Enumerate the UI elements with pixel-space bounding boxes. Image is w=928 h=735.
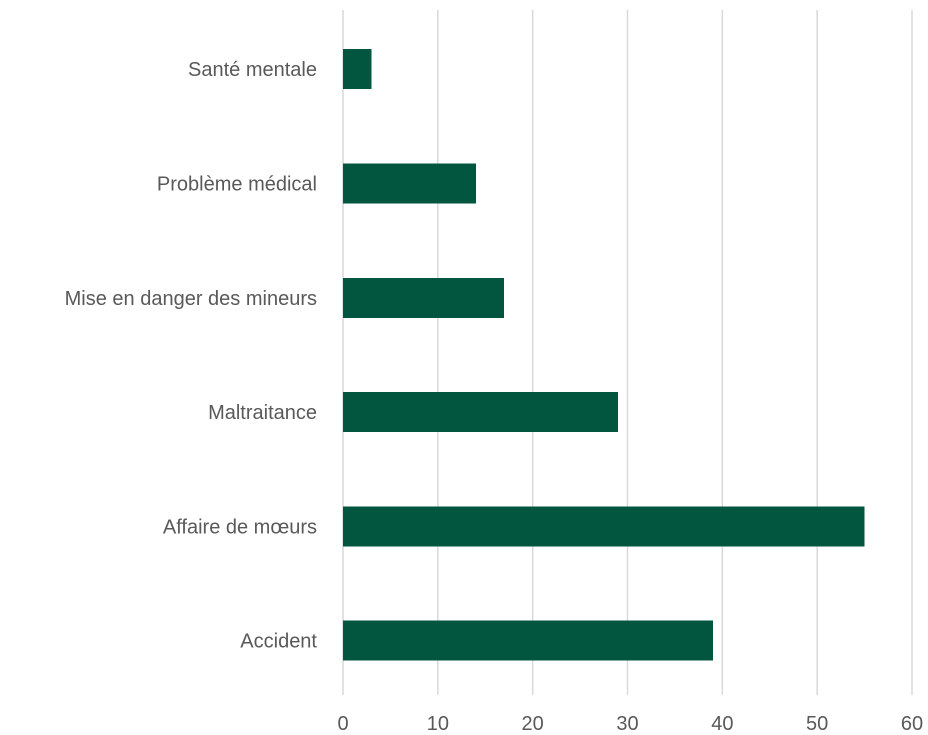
bar-3 xyxy=(343,392,619,433)
x-tick-label-30: 30 xyxy=(616,713,638,735)
x-tick-label-10: 10 xyxy=(427,713,449,735)
bar-5 xyxy=(343,620,713,661)
x-axis-tick-labels: 0 10 20 30 40 50 60 xyxy=(337,713,923,735)
x-tick-label-0: 0 xyxy=(337,713,348,735)
category-labels: Santé mentale Problème médical Mise en dan… xyxy=(65,59,318,653)
bars xyxy=(343,49,865,661)
bar-4 xyxy=(343,506,865,547)
bar-0 xyxy=(343,49,372,90)
gridlines xyxy=(342,10,913,695)
bar-1 xyxy=(343,163,476,204)
category-label-5: Accident xyxy=(240,631,317,653)
category-label-4: Affaire de mœurs xyxy=(163,516,317,538)
x-tick-label-20: 20 xyxy=(522,713,544,735)
x-tick-label-50: 50 xyxy=(806,713,828,735)
x-tick-label-40: 40 xyxy=(711,713,733,735)
category-label-0: Santé mentale xyxy=(188,59,317,81)
category-label-1: Problème médical xyxy=(157,173,317,195)
bar-2 xyxy=(343,277,505,318)
category-label-2: Mise en danger des mineurs xyxy=(65,288,317,310)
category-label-3: Maltraitance xyxy=(208,402,317,424)
x-tick-label-60: 60 xyxy=(901,713,923,735)
